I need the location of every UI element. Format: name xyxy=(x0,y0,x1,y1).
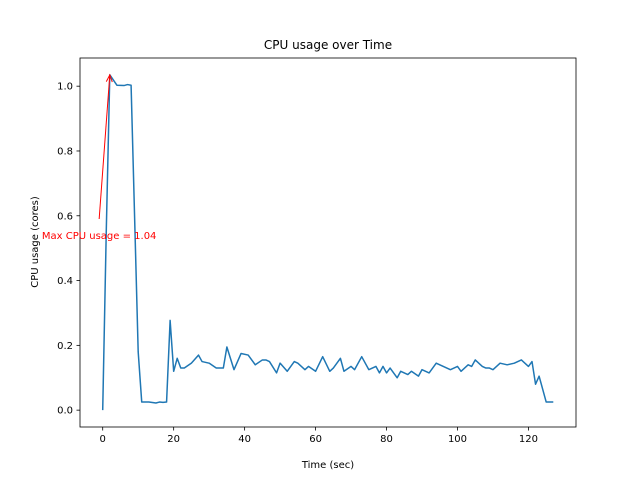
y-tick-label: 0.0 xyxy=(57,406,73,417)
y-axis-label: CPU usage (cores) xyxy=(30,196,41,288)
y-tick-label: 1.0 xyxy=(57,82,73,93)
x-tick-label: 100 xyxy=(448,434,467,445)
annotation-arrowhead xyxy=(105,73,113,83)
plot-frame xyxy=(79,57,577,428)
annotation-arrow xyxy=(98,74,111,220)
cpu-usage-line xyxy=(101,74,554,411)
chart-title: CPU usage over Time xyxy=(264,38,392,52)
y-tick-label: 0.6 xyxy=(57,211,73,222)
x-tick-label: 60 xyxy=(309,434,322,445)
x-tick-label: 40 xyxy=(238,434,251,445)
annotation-label: Max CPU usage = 1.04 xyxy=(42,231,157,242)
y-tick-label: 0.8 xyxy=(57,146,73,157)
y-tick-label: 0.4 xyxy=(57,276,73,287)
x-tick-label: 120 xyxy=(519,434,538,445)
x-axis-label: Time (sec) xyxy=(301,460,354,471)
x-tick-label: 20 xyxy=(167,434,180,445)
y-tick-label: 0.2 xyxy=(57,341,73,352)
x-tick-label: 80 xyxy=(380,434,393,445)
x-tick-label: 0 xyxy=(100,434,106,445)
